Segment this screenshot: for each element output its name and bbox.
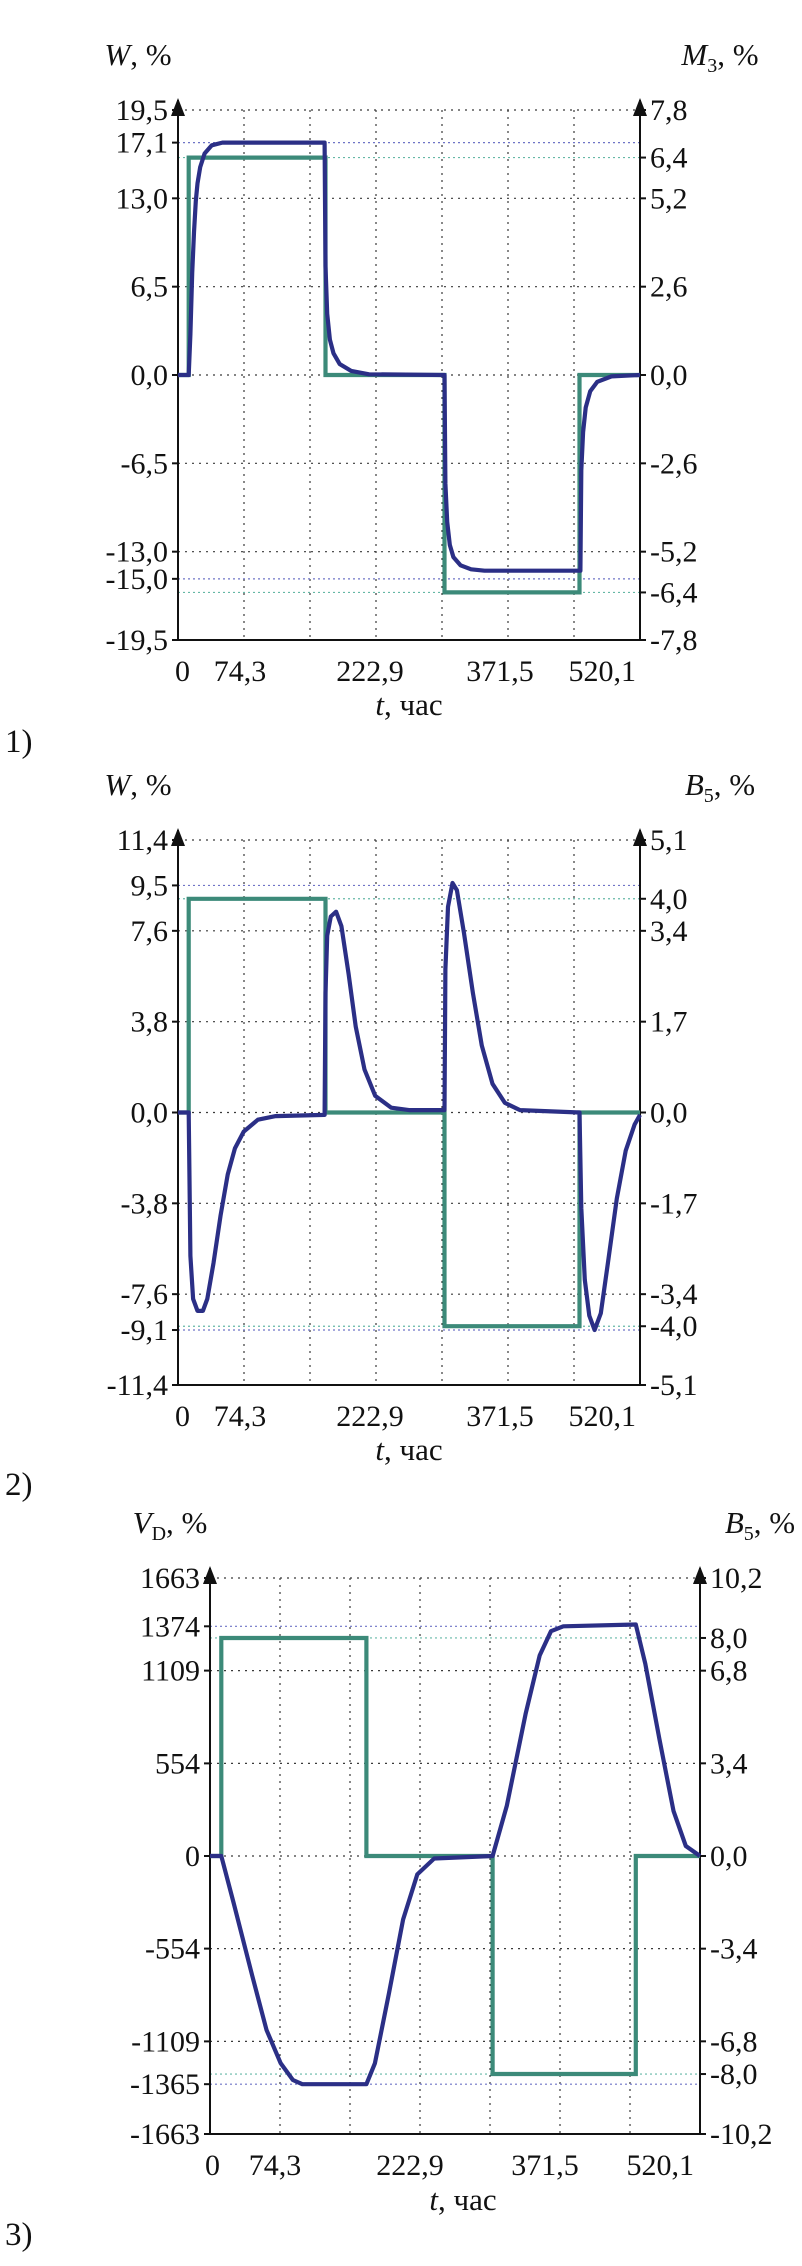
right-tick-label: 10,2 — [710, 1562, 763, 1595]
right-tick-label: 4,0 — [650, 883, 688, 916]
x-tick-label: 74,3 — [249, 2149, 302, 2182]
x-tick-label: 222,9 — [336, 1400, 404, 1433]
right-tick-label: -10,2 — [710, 2118, 773, 2151]
left-tick-label: -19,5 — [106, 624, 169, 657]
x-axis-title: t, час — [429, 2182, 496, 2217]
left-tick-label: 0,0 — [131, 359, 169, 392]
series-line-response — [178, 140, 641, 573]
panel-number: 2) — [5, 1467, 33, 1503]
x-tick-label: 520,1 — [569, 1400, 637, 1433]
left-tick-label: 17,1 — [116, 127, 169, 160]
left-tick-label: -15,0 — [106, 563, 169, 596]
right-axis-title: B5, % — [685, 767, 755, 807]
left-tick-label: 19,5 — [116, 94, 169, 127]
right-tick-label: -4,0 — [650, 1310, 698, 1343]
right-axis-arrow — [693, 1566, 707, 1584]
right-tick-label: -8,0 — [710, 2058, 758, 2091]
right-tick-label: 6,4 — [650, 142, 688, 175]
left-tick-label: 554 — [155, 1747, 200, 1780]
x-tick-label: 0 — [175, 655, 190, 688]
chart-panel-3: 1663 1374 1109 554 0 -554 -1109 -1365 -1663 10,2 8… — [5, 1505, 795, 2253]
x-tick-label: 0 — [175, 1400, 190, 1433]
left-axis-arrow — [203, 1566, 217, 1584]
left-tick-label: 13,0 — [116, 182, 169, 215]
right-axis-arrow — [633, 828, 647, 846]
chart-panel-2: 11,49,57,63,80,0-3,8-7,6-9,1-11,45,14,03… — [5, 767, 755, 1503]
right-tick-label: 6,8 — [710, 1655, 748, 1688]
right-tick-label: 1,7 — [650, 1006, 688, 1039]
right-axis-title: B5, % — [725, 1505, 795, 1545]
left-tick-label: -1109 — [131, 2025, 200, 2058]
right-tick-label: 3,4 — [710, 1747, 748, 1780]
right-axis-arrow — [633, 98, 647, 116]
left-tick-label: 1374 — [140, 1610, 200, 1643]
series-line-response — [178, 880, 642, 1333]
left-tick-label: 0,0 — [131, 1097, 169, 1130]
left-tick-label: -1365 — [130, 2068, 200, 2101]
x-tick-label: 74,3 — [214, 1400, 267, 1433]
left-tick-label: 7,6 — [131, 915, 169, 948]
x-tick-label: 371,5 — [511, 2149, 579, 2182]
right-tick-label: 0,0 — [650, 1097, 688, 1130]
right-tick-label: 0,0 — [710, 1840, 748, 1873]
right-tick-label: 8,0 — [710, 1622, 748, 1655]
left-axis-arrow — [171, 828, 185, 846]
right-tick-label: -5,2 — [650, 536, 698, 569]
right-tick-label: -5,1 — [650, 1369, 698, 1402]
chart-panel-1: 19,517,1 13,0 6,5 0,0 -6,5 -13,0-15,0 -19,5 7,8… — [5, 37, 759, 760]
left-tick-label: 0 — [185, 1840, 200, 1873]
left-tick-label: -554 — [145, 1933, 200, 1966]
right-tick-label: 0,0 — [650, 359, 688, 392]
left-tick-label: -13,0 — [106, 536, 169, 569]
left-axis-title: VD, % — [133, 1505, 208, 1545]
x-tick-label: 0 — [205, 2149, 220, 2182]
right-tick-label: -6,4 — [650, 576, 698, 609]
x-axis-title: t, час — [375, 1432, 442, 1467]
left-axis-arrow — [171, 98, 185, 116]
right-tick-label: -3,4 — [650, 1278, 698, 1311]
panel-number: 3) — [5, 2217, 33, 2253]
left-tick-label: -9,1 — [121, 1314, 169, 1347]
right-tick-label: -6,8 — [710, 2025, 758, 2058]
left-tick-label: -1663 — [130, 2118, 200, 2151]
x-tick-label: 520,1 — [627, 2149, 695, 2182]
right-tick-label: 2,6 — [650, 271, 688, 304]
right-tick-label: 5,1 — [650, 824, 688, 857]
x-tick-label: 520,1 — [569, 655, 637, 688]
right-tick-label: -1,7 — [650, 1187, 698, 1220]
series-line-step-input — [210, 1635, 700, 2077]
left-tick-label: 1663 — [140, 1562, 200, 1595]
left-tick-label: -11,4 — [107, 1369, 168, 1402]
right-tick-label: 7,8 — [650, 94, 688, 127]
x-tick-label: 222,9 — [336, 655, 404, 688]
left-tick-label: 1109 — [141, 1655, 200, 1688]
x-tick-label: 371,5 — [466, 655, 534, 688]
x-tick-label: 74,3 — [214, 655, 267, 688]
left-tick-label: -7,6 — [121, 1278, 169, 1311]
right-tick-label: -2,6 — [650, 447, 698, 480]
series-line-step-input — [178, 896, 640, 1329]
left-tick-label: -3,8 — [121, 1187, 169, 1220]
left-tick-label: 11,4 — [117, 824, 168, 857]
x-tick-label: 222,9 — [376, 2149, 444, 2182]
right-tick-label: 3,4 — [650, 915, 688, 948]
right-tick-label: -3,4 — [710, 1933, 758, 1966]
series-line-response — [210, 1622, 702, 2087]
left-tick-label: 9,5 — [131, 869, 169, 902]
right-axis-title: M3, % — [680, 37, 758, 77]
right-tick-label: -7,8 — [650, 624, 698, 657]
x-tick-label: 371,5 — [466, 1400, 534, 1433]
left-axis-title: W, % — [104, 37, 171, 72]
left-tick-label: -6,5 — [121, 447, 169, 480]
right-tick-label: 5,2 — [650, 182, 688, 215]
left-tick-label: 3,8 — [131, 1006, 169, 1039]
x-axis-title: t, час — [375, 687, 442, 722]
panel-number: 1) — [5, 724, 33, 760]
left-tick-label: 6,5 — [131, 271, 169, 304]
left-axis-title: W, % — [104, 767, 171, 802]
